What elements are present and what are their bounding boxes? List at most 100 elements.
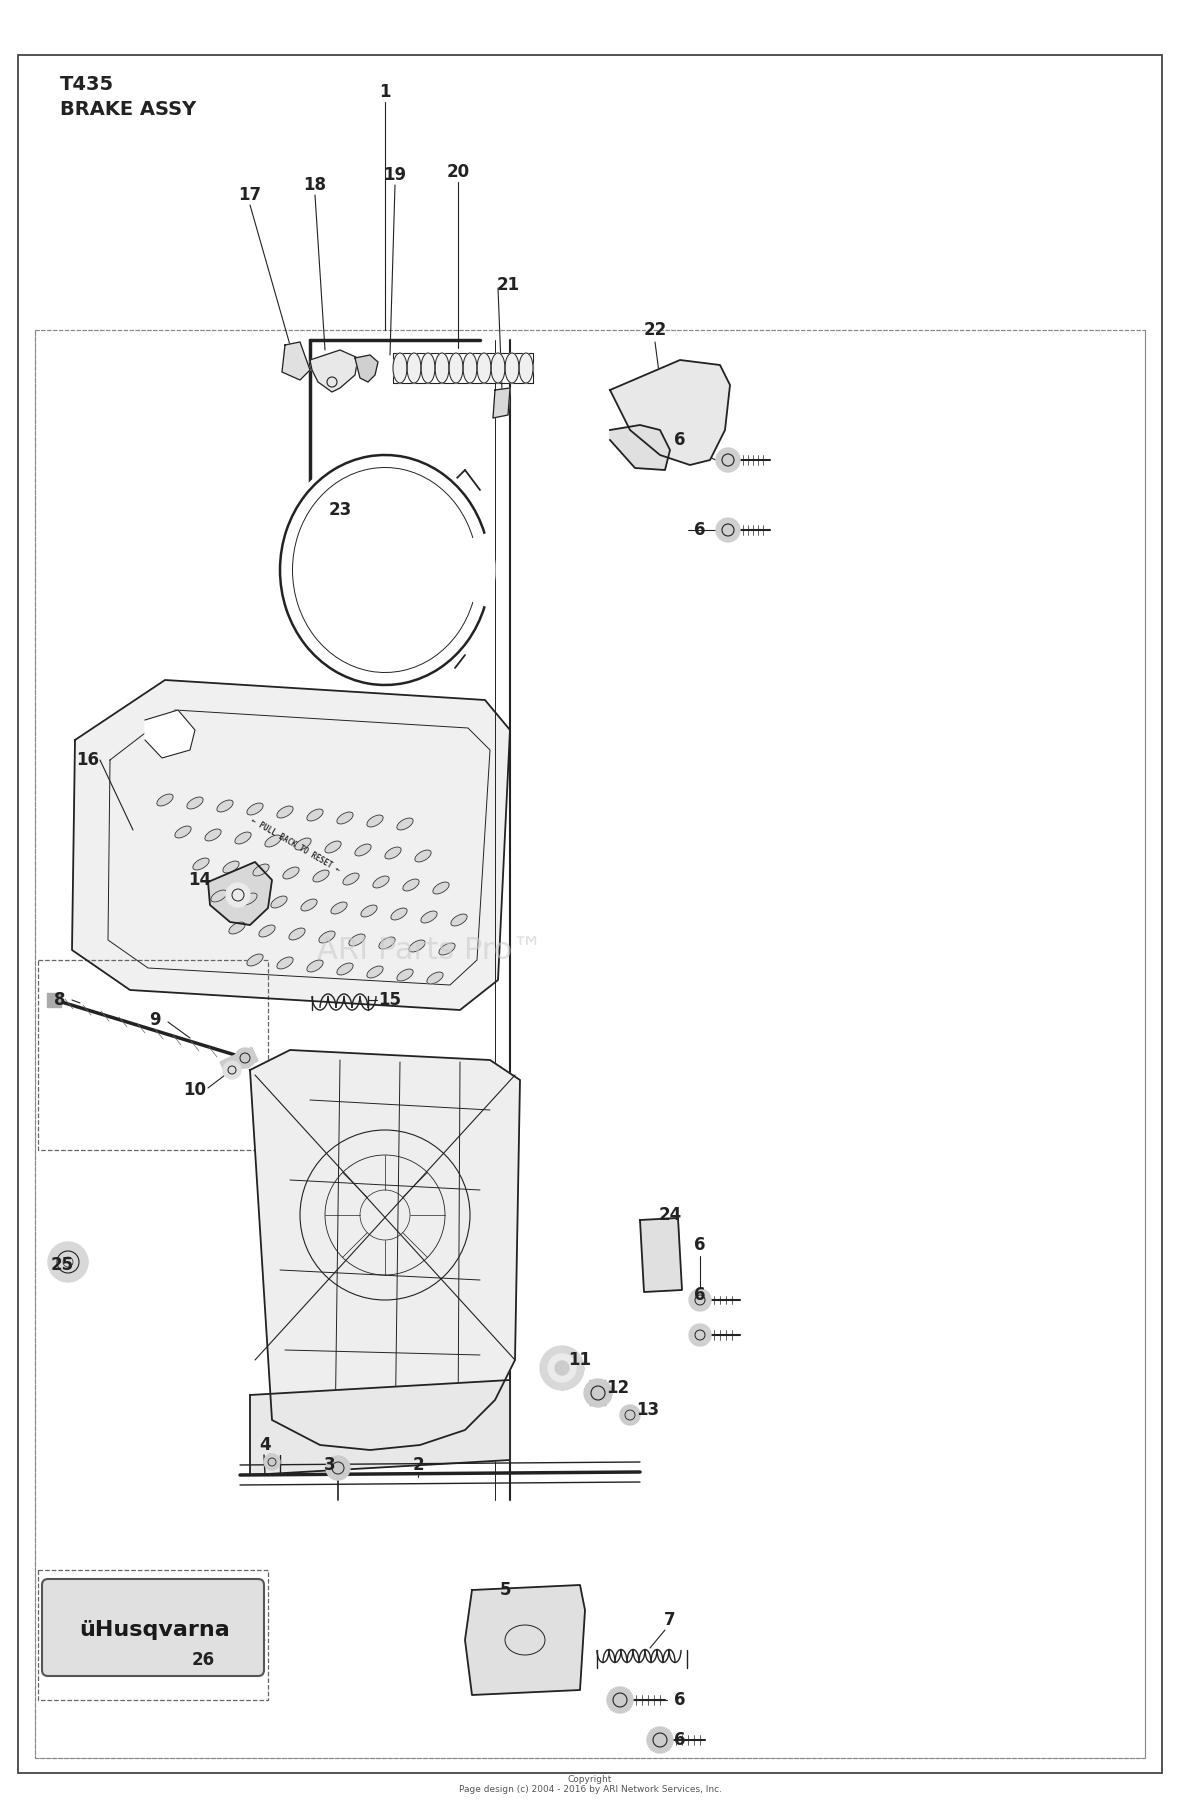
- Polygon shape: [465, 1585, 585, 1695]
- Ellipse shape: [217, 801, 234, 811]
- Text: 15: 15: [379, 992, 401, 1010]
- Ellipse shape: [271, 896, 287, 909]
- Ellipse shape: [283, 867, 299, 878]
- Circle shape: [689, 1289, 712, 1311]
- Ellipse shape: [336, 963, 353, 975]
- Circle shape: [235, 1048, 255, 1067]
- Polygon shape: [640, 1219, 682, 1293]
- Polygon shape: [493, 388, 510, 418]
- Polygon shape: [208, 862, 273, 925]
- Ellipse shape: [330, 902, 347, 914]
- Ellipse shape: [396, 819, 413, 829]
- Bar: [38, 1570, 268, 1700]
- Text: 22: 22: [643, 321, 667, 339]
- Ellipse shape: [433, 882, 450, 894]
- Text: 7: 7: [664, 1612, 676, 1628]
- Ellipse shape: [223, 862, 240, 873]
- Text: 18: 18: [303, 177, 327, 195]
- Circle shape: [620, 1405, 640, 1424]
- FancyBboxPatch shape: [42, 1579, 264, 1677]
- Bar: [38, 959, 268, 1150]
- Text: 20: 20: [446, 162, 470, 180]
- Ellipse shape: [247, 802, 263, 815]
- Text: 6: 6: [694, 521, 706, 539]
- Ellipse shape: [435, 353, 450, 382]
- Polygon shape: [145, 710, 195, 757]
- Text: 26: 26: [191, 1652, 215, 1670]
- Circle shape: [647, 1727, 673, 1753]
- Circle shape: [548, 1354, 576, 1383]
- Text: 21: 21: [497, 276, 519, 294]
- Ellipse shape: [407, 353, 421, 382]
- Text: 17: 17: [238, 186, 262, 204]
- Text: 11: 11: [569, 1350, 591, 1368]
- Polygon shape: [72, 680, 510, 1010]
- Ellipse shape: [301, 900, 317, 911]
- Text: ← PULL BACK TO RESET ←: ← PULL BACK TO RESET ←: [249, 815, 341, 874]
- Circle shape: [716, 447, 740, 472]
- Ellipse shape: [463, 353, 477, 382]
- Ellipse shape: [229, 921, 245, 934]
- Text: 6: 6: [694, 1237, 706, 1255]
- Ellipse shape: [247, 954, 263, 966]
- Ellipse shape: [379, 938, 395, 948]
- Ellipse shape: [421, 911, 437, 923]
- Ellipse shape: [361, 905, 378, 918]
- Ellipse shape: [211, 891, 227, 902]
- Ellipse shape: [192, 858, 209, 871]
- Bar: [35, 330, 1145, 1758]
- Ellipse shape: [439, 943, 455, 956]
- Ellipse shape: [355, 844, 372, 856]
- Text: 16: 16: [77, 752, 99, 770]
- Text: 19: 19: [384, 166, 407, 184]
- Ellipse shape: [258, 925, 275, 938]
- Ellipse shape: [385, 847, 401, 858]
- Ellipse shape: [277, 806, 293, 819]
- Text: 14: 14: [189, 871, 211, 889]
- Ellipse shape: [343, 873, 359, 885]
- Ellipse shape: [451, 914, 467, 927]
- Text: 8: 8: [54, 992, 66, 1010]
- Bar: [219, 1048, 258, 1076]
- Polygon shape: [250, 1049, 520, 1450]
- Text: 5: 5: [499, 1581, 511, 1599]
- Ellipse shape: [253, 864, 269, 876]
- Circle shape: [689, 1323, 712, 1347]
- Ellipse shape: [349, 934, 365, 947]
- Text: 1: 1: [379, 83, 391, 101]
- Polygon shape: [355, 355, 378, 382]
- Ellipse shape: [307, 810, 323, 820]
- Ellipse shape: [289, 929, 306, 939]
- Circle shape: [584, 1379, 612, 1406]
- Text: 23: 23: [328, 501, 352, 519]
- Circle shape: [607, 1688, 632, 1713]
- Ellipse shape: [186, 797, 203, 810]
- Ellipse shape: [295, 838, 312, 849]
- Ellipse shape: [157, 793, 173, 806]
- Polygon shape: [250, 1379, 510, 1475]
- Text: 4: 4: [260, 1435, 271, 1453]
- Text: 24: 24: [658, 1206, 682, 1224]
- Text: üHusqvarna: üHusqvarna: [79, 1621, 230, 1641]
- Polygon shape: [610, 361, 730, 465]
- Ellipse shape: [396, 968, 413, 981]
- Text: 6: 6: [674, 1731, 686, 1749]
- Ellipse shape: [391, 909, 407, 920]
- Ellipse shape: [450, 353, 463, 382]
- Bar: [47, 993, 61, 1008]
- Ellipse shape: [373, 876, 389, 887]
- Text: 6: 6: [674, 1691, 686, 1709]
- Ellipse shape: [505, 353, 519, 382]
- Text: 9: 9: [149, 1011, 160, 1030]
- Circle shape: [48, 1242, 88, 1282]
- Ellipse shape: [427, 972, 444, 984]
- Circle shape: [227, 883, 250, 907]
- Ellipse shape: [235, 831, 251, 844]
- Ellipse shape: [307, 959, 323, 972]
- Circle shape: [540, 1347, 584, 1390]
- Text: 6: 6: [674, 431, 686, 449]
- Text: 12: 12: [607, 1379, 630, 1397]
- Ellipse shape: [477, 353, 491, 382]
- Text: 3: 3: [324, 1457, 336, 1475]
- Circle shape: [223, 1060, 241, 1078]
